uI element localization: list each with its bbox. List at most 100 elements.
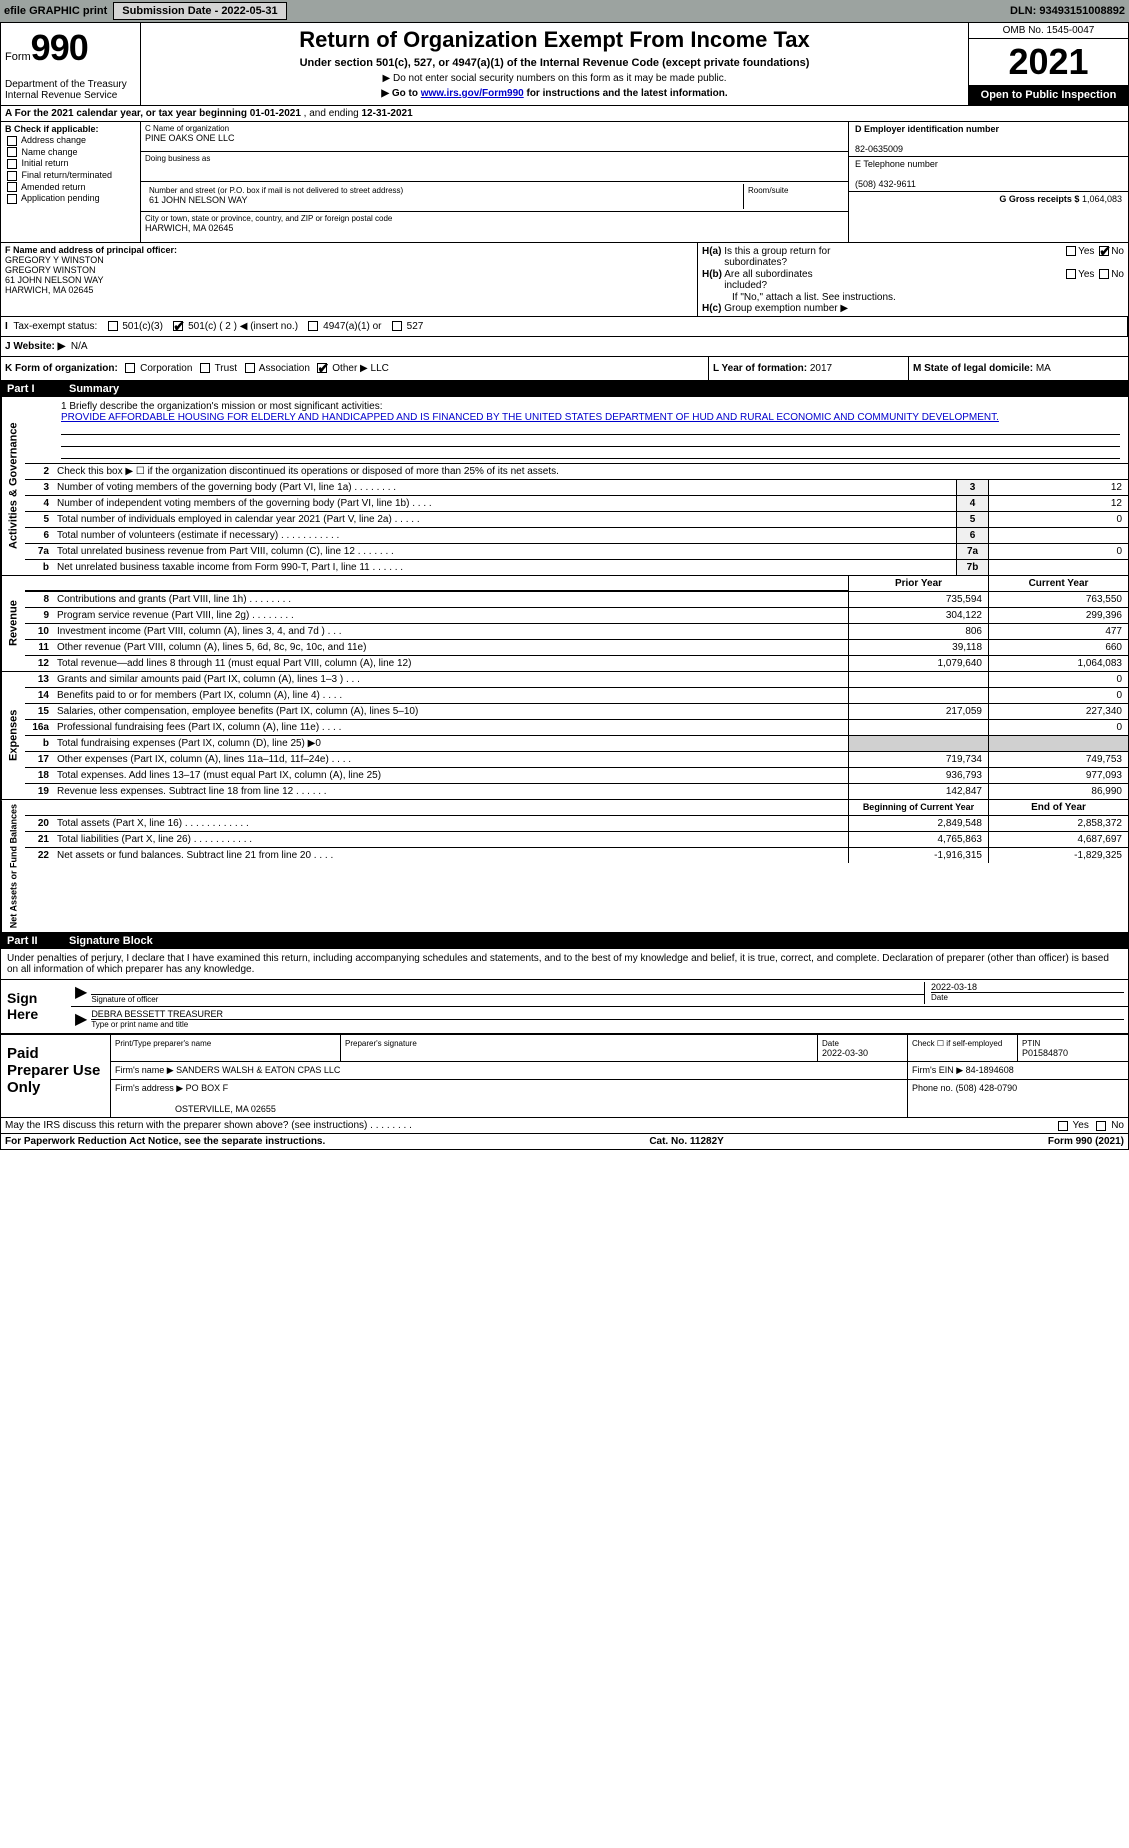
cb-address-change[interactable]: Address change — [5, 135, 136, 146]
table-row: 10Investment income (Part VIII, column (… — [25, 624, 1128, 640]
cb-501c[interactable] — [173, 321, 183, 331]
state-domicile: MA — [1036, 363, 1051, 374]
table-row: 7aTotal unrelated business revenue from … — [25, 544, 1128, 560]
table-row: 22Net assets or fund balances. Subtract … — [25, 848, 1128, 863]
dln-label: DLN: 93493151008892 — [1010, 5, 1125, 17]
form-header: Form990 Department of the TreasuryIntern… — [1, 23, 1128, 106]
table-row: 19Revenue less expenses. Subtract line 1… — [25, 784, 1128, 799]
cb-ha-no[interactable] — [1099, 246, 1109, 256]
group-return: H(a) Is this a group return for subordin… — [698, 243, 1128, 316]
ein: 82-0635009 — [855, 144, 903, 154]
cb-other[interactable] — [317, 363, 327, 373]
street-address: 61 JOHN NELSON WAY — [149, 195, 739, 205]
firm-phone: (508) 428-0790 — [956, 1083, 1018, 1093]
mission-text: PROVIDE AFFORDABLE HOUSING FOR ELDERLY A… — [61, 412, 1120, 423]
officer-name: DEBRA BESSETT TREASURER — [91, 1009, 1124, 1019]
table-row: 17Other expenses (Part IX, column (A), l… — [25, 752, 1128, 768]
arrow-icon: ▶ — [75, 982, 87, 1004]
form-container: Form990 Department of the TreasuryIntern… — [0, 22, 1129, 1150]
table-row: 15Salaries, other compensation, employee… — [25, 704, 1128, 720]
row-a-tax-year: A For the 2021 calendar year, or tax yea… — [1, 106, 1128, 122]
table-row: 20Total assets (Part X, line 16) . . . .… — [25, 816, 1128, 832]
cb-corp[interactable] — [125, 363, 135, 373]
city-state-zip: HARWICH, MA 02645 — [145, 223, 844, 233]
table-row: 14Benefits paid to or for members (Part … — [25, 688, 1128, 704]
ptin: P01584870 — [1022, 1048, 1068, 1058]
form-number: 990 — [31, 27, 88, 68]
firm-addr1: PO BOX F — [186, 1083, 229, 1093]
table-row: 18Total expenses. Add lines 13–17 (must … — [25, 768, 1128, 784]
sign-here-section: Sign Here ▶ Signature of officer 2022-03… — [1, 980, 1128, 1035]
col-d-ein-phone: D Employer identification number 82-0635… — [848, 122, 1128, 242]
cb-discuss-yes[interactable] — [1058, 1121, 1068, 1131]
net-assets-section: Net Assets or Fund Balances Beginning of… — [1, 800, 1128, 933]
table-row: 3Number of voting members of the governi… — [25, 480, 1128, 496]
revenue-section: Revenue Prior Year Current Year 8Contrib… — [1, 576, 1128, 672]
year-formation: 2017 — [810, 363, 832, 374]
table-row: 5Total number of individuals employed in… — [25, 512, 1128, 528]
cb-name-change[interactable]: Name change — [5, 147, 136, 158]
top-bar: efile GRAPHIC print Submission Date - 20… — [0, 0, 1129, 22]
section-bcd: B Check if applicable: Address change Na… — [1, 122, 1128, 243]
cb-initial-return[interactable]: Initial return — [5, 158, 136, 169]
principal-officer: F Name and address of principal officer:… — [1, 243, 698, 316]
efile-label: efile GRAPHIC print — [4, 5, 107, 17]
cb-501c3[interactable] — [108, 321, 118, 331]
form-subtitle1: Under section 501(c), 527, or 4947(a)(1)… — [149, 57, 960, 69]
table-row: 4Number of independent voting members of… — [25, 496, 1128, 512]
paid-preparer-section: Paid Preparer Use Only Print/Type prepar… — [1, 1035, 1128, 1118]
cb-discuss-no[interactable] — [1096, 1121, 1106, 1131]
form-title: Return of Organization Exempt From Incom… — [149, 27, 960, 53]
instructions-link[interactable]: www.irs.gov/Form990 — [421, 88, 524, 99]
prep-date: 2022-03-30 — [822, 1048, 868, 1058]
section-fgh: F Name and address of principal officer:… — [1, 243, 1128, 317]
firm-ein: 84-1894608 — [966, 1065, 1014, 1075]
activities-governance: Activities & Governance 1 Briefly descri… — [1, 397, 1128, 576]
row-i-tax-status: I Tax-exempt status: 501(c)(3) 501(c) ( … — [1, 317, 1128, 337]
col-b-checkboxes: B Check if applicable: Address change Na… — [1, 122, 141, 242]
cb-final-return[interactable]: Final return/terminated — [5, 170, 136, 181]
table-row: bNet unrelated business taxable income f… — [25, 560, 1128, 575]
submission-date-button[interactable]: Submission Date - 2022-05-31 — [113, 2, 286, 20]
table-row: 12Total revenue—add lines 8 through 11 (… — [25, 656, 1128, 671]
website: N/A — [71, 341, 88, 352]
form-footer: Form 990 (2021) — [1048, 1136, 1124, 1147]
firm-name: SANDERS WALSH & EATON CPAS LLC — [176, 1065, 340, 1075]
open-public-badge: Open to Public Inspection — [969, 85, 1128, 105]
table-row: 6Total number of volunteers (estimate if… — [25, 528, 1128, 544]
cb-hb-yes[interactable] — [1066, 269, 1076, 279]
firm-addr2: OSTERVILLE, MA 02655 — [175, 1104, 276, 1114]
cb-hb-no[interactable] — [1099, 269, 1109, 279]
cat-number: Cat. No. 11282Y — [649, 1136, 723, 1147]
bottom-row: For Paperwork Reduction Act Notice, see … — [1, 1134, 1128, 1149]
gross-receipts: 1,064,083 — [1082, 194, 1122, 204]
org-name: PINE OAKS ONE LLC — [145, 133, 844, 143]
form-subtitle2: ▶ Do not enter social security numbers o… — [149, 73, 960, 84]
part1-header: Part I Summary — [1, 381, 1128, 397]
form-word: Form — [5, 51, 31, 63]
table-row: 8Contributions and grants (Part VIII, li… — [25, 592, 1128, 608]
cb-trust[interactable] — [200, 363, 210, 373]
cb-ha-yes[interactable] — [1066, 246, 1076, 256]
table-row: 2Check this box ▶ ☐ if the organization … — [25, 464, 1128, 480]
table-row: 16aProfessional fundraising fees (Part I… — [25, 720, 1128, 736]
expenses-section: Expenses 13Grants and similar amounts pa… — [1, 672, 1128, 800]
cb-527[interactable] — [392, 321, 402, 331]
cb-assoc[interactable] — [245, 363, 255, 373]
col-c-org-info: C Name of organization PINE OAKS ONE LLC… — [141, 122, 848, 242]
phone: (508) 432-9611 — [855, 179, 916, 189]
sign-date: 2022-03-18 — [931, 982, 1124, 992]
cb-amended[interactable]: Amended return — [5, 182, 136, 193]
arrow-icon: ▶ — [75, 1009, 87, 1031]
table-row: bTotal fundraising expenses (Part IX, co… — [25, 736, 1128, 752]
table-row: 11Other revenue (Part VIII, column (A), … — [25, 640, 1128, 656]
table-row: 9Program service revenue (Part VIII, lin… — [25, 608, 1128, 624]
form-subtitle3: ▶ Go to www.irs.gov/Form990 for instruct… — [149, 88, 960, 99]
table-row: 13Grants and similar amounts paid (Part … — [25, 672, 1128, 688]
row-k-form-org: K Form of organization: Corporation Trus… — [1, 357, 1128, 381]
row-j-website: J Website: ▶ N/A — [1, 337, 1128, 357]
part2-header: Part II Signature Block — [1, 933, 1128, 949]
cb-4947[interactable] — [308, 321, 318, 331]
signature-intro: Under penalties of perjury, I declare th… — [1, 949, 1128, 980]
cb-app-pending[interactable]: Application pending — [5, 193, 136, 204]
